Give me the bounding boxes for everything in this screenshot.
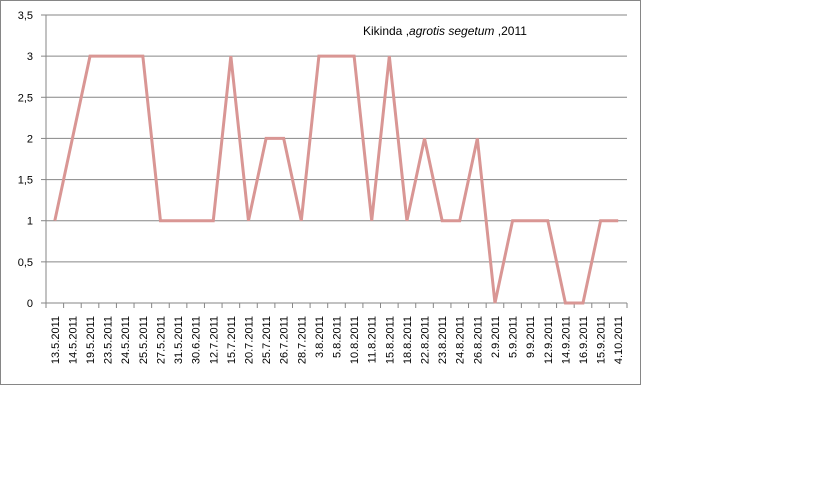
- x-tick-label: 3.8.2011: [314, 316, 326, 358]
- series-line: [53, 54, 619, 305]
- x-tick-label: 24.8.2011: [455, 316, 467, 364]
- x-tick-label: 23.5.2011: [103, 316, 115, 364]
- y-axis-tick-labels: 0 0,5 1 1,5 2 2,5 3 3,5: [18, 10, 33, 310]
- x-tick-label: 14.5.2011: [67, 316, 79, 364]
- y-tick-label: 1: [27, 216, 33, 228]
- chart-title: Kikinda ,agrotis segetum ,2011: [363, 24, 527, 38]
- x-tick-label: 26.7.2011: [279, 316, 291, 364]
- x-tick-label: 4.10.2011: [613, 316, 625, 364]
- x-tick-label: 13.5.2011: [50, 316, 62, 364]
- x-tick-label: 22.8.2011: [420, 316, 432, 364]
- chart-area: [0, 0, 641, 385]
- x-tick-label: 9.9.2011: [525, 316, 537, 358]
- y-tick-label: 2,5: [18, 92, 33, 104]
- x-tick-label: 10.8.2011: [349, 316, 361, 364]
- x-tick-label: 25.7.2011: [261, 316, 273, 364]
- chart-title-part: Kikinda ,: [363, 24, 409, 38]
- x-tick-label: 27.5.2011: [155, 316, 167, 364]
- x-tick-label: 5.9.2011: [508, 316, 520, 358]
- x-tick-label: 5.8.2011: [332, 316, 344, 358]
- x-tick-label: 16.9.2011: [578, 316, 590, 364]
- x-tick-label: 31.5.2011: [173, 316, 185, 364]
- gridlines: [46, 14, 627, 263]
- x-tick-label: 20.7.2011: [243, 316, 255, 364]
- y-tick-label: 3: [27, 51, 33, 63]
- y-tick-label: 0: [27, 298, 33, 310]
- chart-title-part: ,2011: [494, 24, 527, 38]
- x-tick-label: 28.7.2011: [296, 316, 308, 364]
- y-tick-label: 0,5: [18, 257, 33, 269]
- axes: [41, 14, 628, 308]
- line-chart: 0 0,5 1 1,5 2 2,5 3 3,5 13.5.2011 14.5.2011 19.5.…: [18, 10, 628, 364]
- x-tick-label: 23.8.2011: [437, 316, 449, 364]
- x-tick-label: 12.9.2011: [543, 316, 555, 364]
- chart-title-species: agrotis segetum: [409, 24, 494, 38]
- x-tick-label: 12.7.2011: [208, 316, 220, 364]
- y-tick-label: 2: [27, 133, 33, 145]
- x-tick-label: 11.8.2011: [367, 316, 379, 363]
- y-tick-label: 1,5: [18, 175, 33, 187]
- x-tick-label: 15.8.2011: [384, 316, 396, 364]
- x-tick-label: 24.5.2011: [120, 316, 132, 364]
- x-tick-label: 25.5.2011: [138, 316, 150, 364]
- x-axis-tick-labels: 13.5.2011 14.5.2011 19.5.2011 23.5.2011 24.5…: [50, 316, 625, 364]
- x-tick-label: 15.7.2011: [226, 316, 238, 364]
- series-layer: [53, 54, 619, 305]
- x-tick-label: 26.8.2011: [472, 316, 484, 364]
- x-tick-label: 2.9.2011: [490, 316, 502, 358]
- x-tick-label: 18.8.2011: [402, 316, 414, 364]
- x-tick-label: 14.9.2011: [560, 316, 572, 364]
- x-tick-label: 15.9.2011: [596, 316, 608, 364]
- x-tick-label: 30.6.2011: [191, 316, 203, 364]
- x-tick-label: 19.5.2011: [85, 316, 97, 364]
- y-tick-label: 3,5: [18, 10, 33, 22]
